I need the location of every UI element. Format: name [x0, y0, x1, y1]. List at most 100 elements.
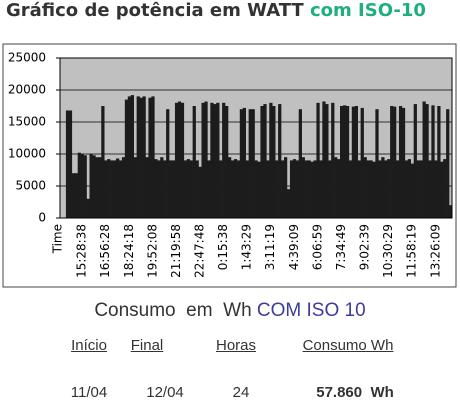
bar: [354, 106, 358, 218]
x-tick-label: 7:34:49: [334, 224, 348, 270]
table-cell: 57.860 Wh: [316, 384, 394, 401]
bar: [260, 106, 264, 218]
bar: [410, 163, 414, 218]
bar: [366, 160, 370, 218]
bar: [121, 157, 126, 218]
bar: [192, 106, 196, 218]
bar: [313, 160, 317, 218]
bar: [216, 102, 220, 218]
bar: [440, 161, 444, 218]
bar: [183, 160, 188, 218]
summary-title-highlight: COM ISO 10: [256, 300, 366, 321]
bar: [177, 101, 182, 218]
bar: [443, 159, 447, 218]
bar: [101, 106, 105, 218]
bar: [166, 109, 170, 218]
x-tick-label: 18:24:18: [122, 224, 136, 278]
bar: [428, 160, 432, 218]
x-tick-label: 15:28:38: [75, 224, 89, 278]
bar: [236, 160, 241, 218]
table-header: Horas: [215, 337, 257, 354]
bar: [133, 157, 137, 218]
bar: [113, 160, 117, 218]
bar: [110, 160, 114, 218]
x-axis-title: Time: [51, 224, 65, 254]
bar: [160, 157, 164, 218]
bar: [239, 109, 244, 218]
bar: [95, 157, 99, 218]
bar: [357, 160, 361, 218]
bar: [98, 157, 102, 218]
bar: [248, 109, 252, 218]
bar: [139, 97, 143, 218]
bar: [68, 110, 73, 218]
bar: [225, 106, 229, 218]
bar: [375, 109, 379, 218]
bar: [130, 95, 134, 218]
bar: [219, 160, 223, 218]
bar: [328, 160, 332, 218]
bar: [89, 154, 93, 218]
bar: [404, 160, 409, 218]
bar: [86, 198, 90, 218]
x-tick-label: 6:06:59: [310, 224, 324, 270]
bar: [157, 160, 161, 218]
bar: [372, 161, 376, 218]
bar: [331, 102, 335, 218]
bar: [186, 159, 190, 218]
bar: [337, 159, 341, 218]
bar: [65, 110, 70, 218]
x-tick-label: 16:56:28: [98, 224, 112, 278]
bar: [304, 160, 308, 218]
bar: [298, 109, 302, 218]
bar: [289, 160, 294, 218]
bar: [71, 173, 76, 218]
bar: [393, 106, 397, 218]
bar: [210, 102, 214, 218]
chart-title: Gráfico de potência em WATT: [6, 0, 304, 21]
x-tick-label: 19:52:08: [145, 224, 159, 278]
bar: [163, 160, 167, 218]
bar: [446, 109, 450, 218]
bar: [387, 159, 391, 218]
bar: [154, 159, 158, 218]
bar: [272, 106, 276, 218]
bar: [257, 161, 261, 218]
table-header: Consumo Wh: [302, 337, 394, 354]
bar: [107, 159, 111, 218]
bar: [116, 158, 120, 218]
bar: [242, 107, 246, 218]
bar: [222, 102, 226, 218]
bar: [83, 155, 87, 218]
bar: [207, 160, 211, 218]
bar: [228, 157, 232, 218]
bar: [230, 160, 235, 218]
x-tick-label: 1:43:29: [240, 224, 254, 270]
summary-title: Consumo em Wh COM ISO 10: [0, 300, 460, 322]
bar: [363, 157, 367, 218]
bar: [425, 104, 429, 218]
x-tick-label: 22:47:48: [193, 224, 207, 278]
table-cell: 24: [232, 384, 250, 401]
bar: [319, 160, 323, 218]
bar: [413, 104, 417, 218]
table-header: Final: [130, 337, 164, 354]
table-cell: 11/04: [70, 384, 108, 401]
bar: [278, 104, 282, 218]
plot-border: [59, 57, 453, 219]
bar: [201, 102, 205, 218]
bar: [378, 160, 382, 218]
bar: [284, 157, 288, 218]
bar: [145, 157, 149, 218]
bar: [254, 160, 258, 218]
bar: [301, 157, 305, 218]
bar: [398, 106, 403, 218]
bar: [245, 160, 249, 218]
x-tick-label: 9:02:39: [358, 224, 372, 270]
bar: [431, 105, 435, 218]
x-tick-label: 3:11:19: [263, 224, 277, 270]
bar: [407, 159, 412, 218]
bar: [174, 102, 179, 218]
y-tick-label: 0: [38, 211, 46, 225]
